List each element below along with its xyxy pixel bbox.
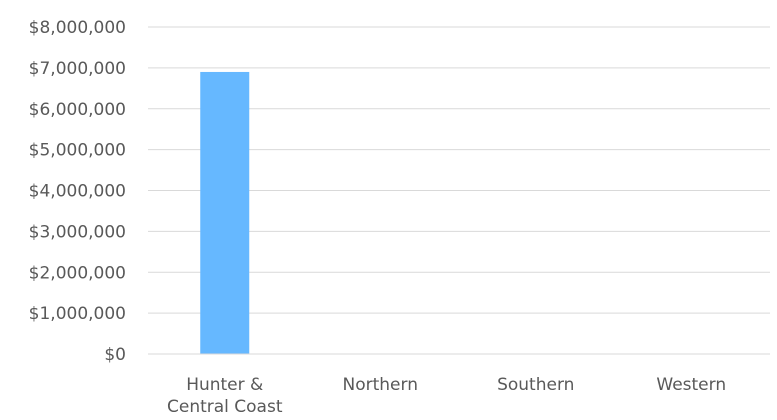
bars: [200, 71, 250, 355]
y-tick-label: $5,000,000: [29, 141, 126, 161]
y-tick-label: $7,000,000: [29, 59, 126, 79]
bar: [200, 71, 250, 355]
x-category-label-line: Central Coast: [167, 397, 283, 417]
y-tick-label: $2,000,000: [29, 263, 126, 283]
x-category-label-line: Hunter &: [186, 375, 263, 395]
x-category-label-line: Northern: [343, 375, 418, 395]
x-category-label: Western: [656, 375, 726, 395]
y-axis-tick-labels: $0 $1,000,000 $2,000,000 $3,000,000 $4,000,0…: [29, 18, 126, 365]
y-tick-label: $4,000,000: [29, 182, 126, 202]
y-tick-label: $0: [104, 345, 126, 365]
x-axis-category-labels: Hunter & Central Coast Northern Southern Wes…: [167, 375, 726, 417]
y-tick-label: $8,000,000: [29, 18, 126, 38]
gridlines: [148, 26, 770, 314]
x-category-label: Northern: [343, 375, 418, 395]
y-tick-label: $1,000,000: [29, 304, 126, 324]
x-category-label: Hunter & Central Coast: [167, 375, 283, 417]
y-tick-label: $3,000,000: [29, 222, 126, 242]
x-category-label: Southern: [497, 375, 574, 395]
y-tick-label: $6,000,000: [29, 100, 126, 120]
x-category-label-line: Southern: [497, 375, 574, 395]
x-category-label-line: Western: [656, 375, 726, 395]
